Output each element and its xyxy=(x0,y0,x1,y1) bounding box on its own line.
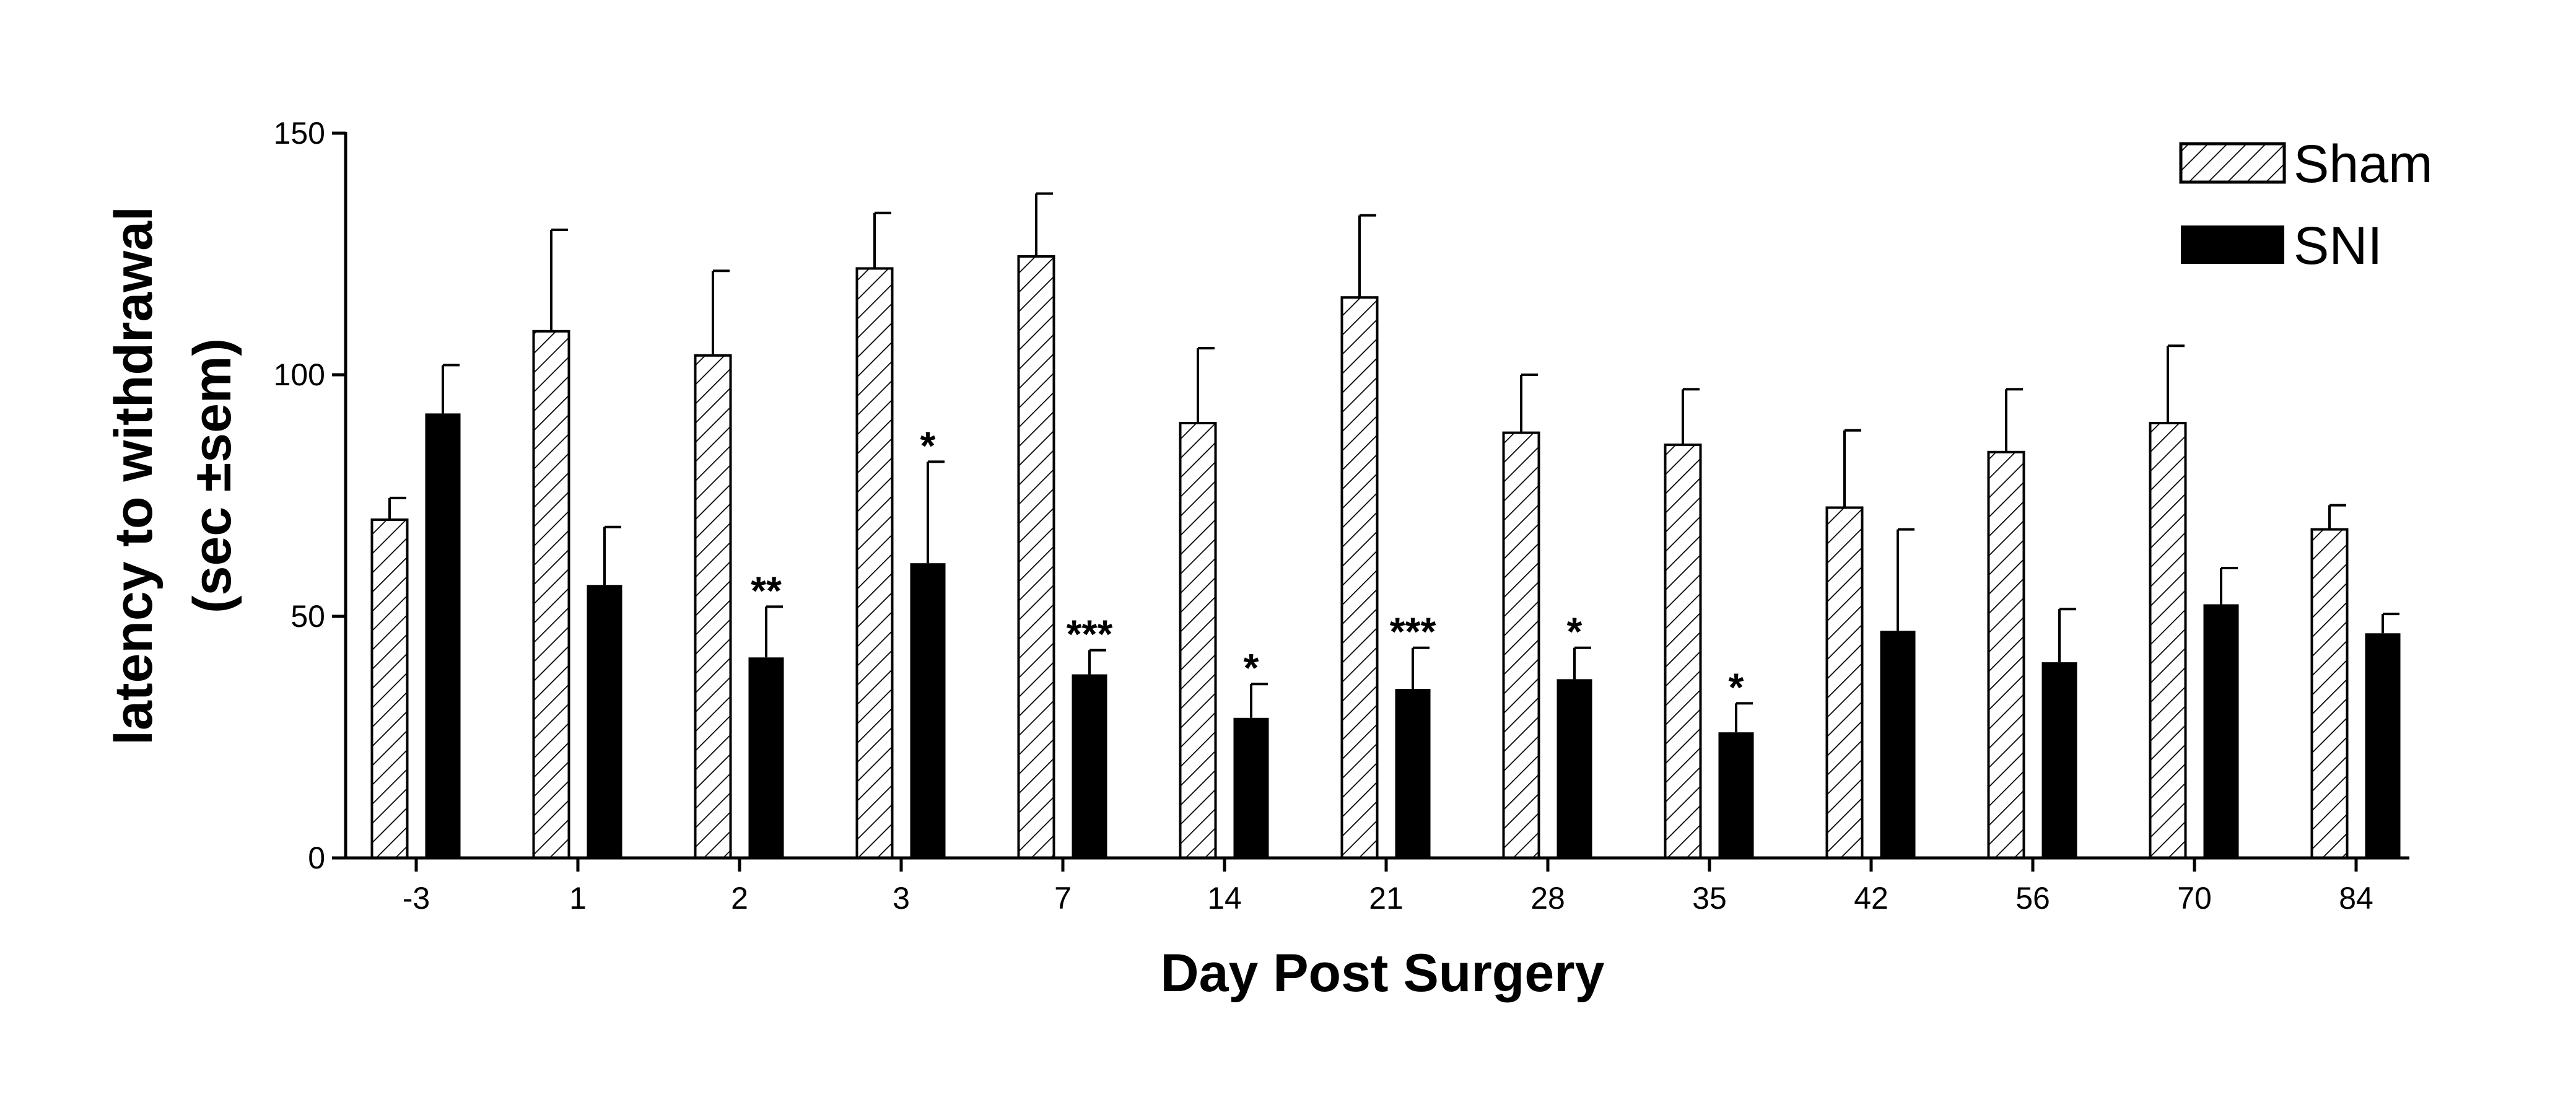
y-axis-title-line-1: latency to withdrawal xyxy=(104,206,164,745)
bar-sni xyxy=(1880,631,1916,858)
significance-label: * xyxy=(1244,645,1259,690)
bar-sham xyxy=(2149,422,2187,859)
bar-sni xyxy=(1395,689,1431,858)
x-axis: -3 1 2 3 7 14 21 28 35 42 56 70 84 xyxy=(346,856,2409,916)
legend-label-sni: SNI xyxy=(2294,216,2382,276)
x-tick-label: 42 xyxy=(1854,881,1888,916)
x-tick-label: 14 xyxy=(1207,881,1242,916)
y-tick-label: 150 xyxy=(274,116,325,151)
x-tick-label: 56 xyxy=(2015,881,2050,916)
x-tick-label: 70 xyxy=(2177,881,2212,916)
bar-sni xyxy=(2041,662,2077,858)
x-tick-label: 7 xyxy=(1054,881,1072,916)
legend-label-sham: Sham xyxy=(2294,134,2433,194)
y-axis-title-line-2: (sec ±sem) xyxy=(183,338,242,613)
bar-sham xyxy=(1179,422,1217,859)
significance-label: * xyxy=(1729,665,1744,709)
bar-sham xyxy=(1502,431,1540,859)
x-axis-title: Day Post Surgery xyxy=(1161,943,1605,1003)
bar-sham xyxy=(532,330,570,859)
bar-sham xyxy=(2310,528,2349,859)
bar-sham xyxy=(1825,506,1864,859)
y-tick-label: 0 xyxy=(308,841,325,875)
bar-sni xyxy=(1557,679,1592,858)
significance-label: *** xyxy=(1390,610,1436,654)
bar-sni xyxy=(2365,633,2401,858)
bar-sni xyxy=(2203,604,2239,858)
legend-item-sham: Sham xyxy=(2179,134,2433,194)
y-tick-label: 100 xyxy=(274,357,325,392)
legend-item-sni: SNI xyxy=(2181,216,2382,276)
x-tick-label: 1 xyxy=(569,881,587,916)
x-tick-label: 35 xyxy=(1692,881,1727,916)
bar-sham xyxy=(1017,255,1055,859)
bar-sham xyxy=(694,354,732,859)
x-tick-label: 28 xyxy=(1530,881,1565,916)
x-tick-label: 3 xyxy=(893,881,910,916)
legend-swatch-sham xyxy=(2179,142,2286,184)
bar-sni xyxy=(1718,732,1754,858)
bar-sham xyxy=(1664,444,1702,859)
x-tick-label: -3 xyxy=(403,881,430,916)
significance-label: * xyxy=(1567,610,1583,654)
legend: Sham SNI xyxy=(2179,134,2433,276)
bar-sni xyxy=(1233,717,1269,858)
bar-sham xyxy=(370,518,409,859)
bar-sham xyxy=(1340,296,1379,859)
x-tick-label: 84 xyxy=(2339,881,2373,916)
significance-label: ** xyxy=(751,568,782,613)
significance-markers: ********** ** xyxy=(751,423,1744,709)
x-tick-label: 2 xyxy=(731,881,748,916)
significance-label: * xyxy=(920,423,936,468)
x-tick-label: 21 xyxy=(1369,881,1404,916)
y-tick-label: 50 xyxy=(290,599,325,634)
bars xyxy=(370,192,2401,859)
bar-sni xyxy=(910,563,946,858)
bar-sham xyxy=(855,267,894,859)
legend-swatch-sni xyxy=(2181,225,2284,264)
bar-sham xyxy=(1987,450,2025,859)
bar-sni xyxy=(1072,674,1107,858)
bar-sni xyxy=(587,585,622,858)
bar-sni xyxy=(425,413,461,858)
significance-label: *** xyxy=(1067,612,1113,657)
y-axis: 0 50 100 150 xyxy=(274,116,347,875)
bar-sni xyxy=(748,657,784,858)
